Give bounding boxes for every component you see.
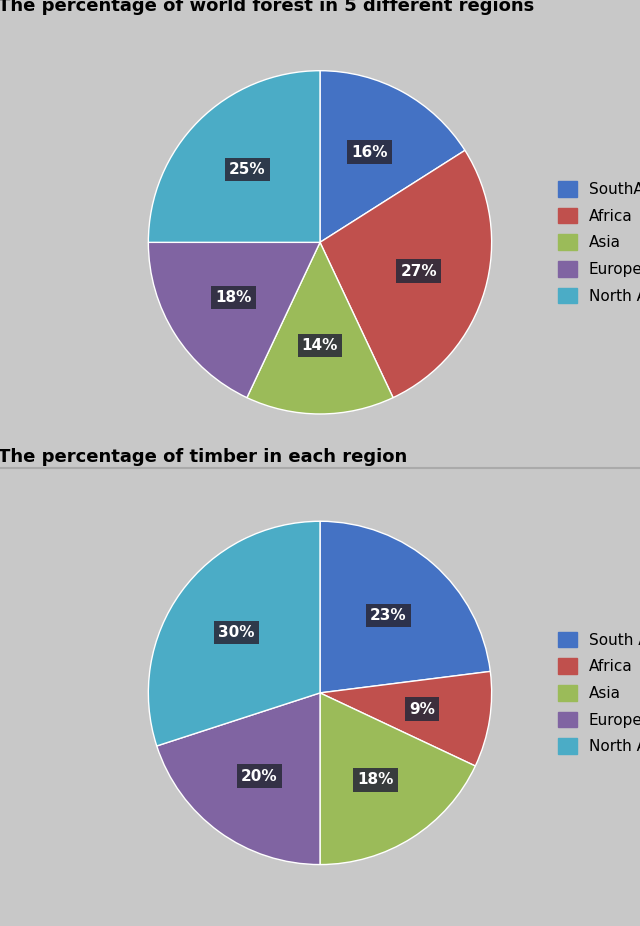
Text: The percentage of timber in each region: The percentage of timber in each region — [0, 447, 408, 466]
Wedge shape — [148, 521, 320, 746]
Wedge shape — [320, 521, 490, 693]
Wedge shape — [148, 243, 320, 397]
Wedge shape — [157, 693, 320, 865]
Text: 14%: 14% — [302, 338, 338, 353]
Text: 18%: 18% — [215, 290, 252, 305]
Text: 27%: 27% — [401, 264, 437, 279]
Legend: South America, Africa, Asia, Europe, North America: South America, Africa, Asia, Europe, Nor… — [551, 624, 640, 762]
Text: 25%: 25% — [229, 162, 266, 177]
Wedge shape — [320, 150, 492, 397]
Text: 30%: 30% — [218, 625, 255, 640]
Text: 23%: 23% — [370, 608, 406, 623]
Text: 18%: 18% — [357, 772, 394, 787]
Text: 16%: 16% — [351, 144, 388, 159]
Text: 9%: 9% — [409, 702, 435, 717]
Wedge shape — [320, 671, 492, 766]
Text: 20%: 20% — [241, 769, 278, 783]
Wedge shape — [148, 70, 320, 243]
Wedge shape — [320, 693, 476, 865]
Wedge shape — [320, 70, 465, 243]
Wedge shape — [247, 243, 393, 414]
Legend: SouthAmerica, Africa, Asia, Europe, North America: SouthAmerica, Africa, Asia, Europe, Nort… — [551, 173, 640, 311]
Text: The percentage of world forest in 5 different regions: The percentage of world forest in 5 diff… — [0, 0, 534, 15]
